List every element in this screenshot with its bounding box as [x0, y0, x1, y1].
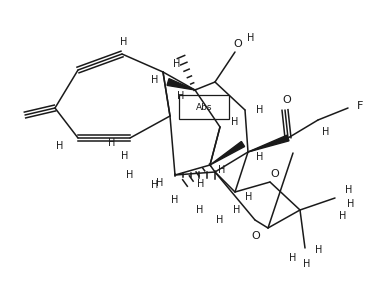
Polygon shape — [167, 79, 195, 90]
FancyBboxPatch shape — [179, 95, 229, 119]
Text: O: O — [271, 169, 279, 179]
Text: H: H — [347, 199, 355, 209]
Polygon shape — [210, 141, 245, 165]
Text: H: H — [256, 105, 264, 115]
Text: Abs: Abs — [196, 103, 212, 113]
Text: O: O — [283, 95, 291, 105]
Text: H: H — [151, 75, 159, 85]
Text: H: H — [289, 253, 297, 263]
Text: H: H — [247, 33, 255, 43]
Text: H: H — [177, 91, 185, 101]
Text: H: H — [197, 179, 205, 189]
Text: O: O — [252, 231, 260, 241]
Text: H: H — [56, 141, 64, 151]
Text: H: H — [121, 151, 129, 161]
Text: H: H — [303, 259, 311, 269]
Text: O: O — [233, 39, 242, 49]
Text: H: H — [322, 127, 330, 137]
Text: H: H — [218, 165, 226, 175]
Text: H: H — [196, 205, 204, 215]
Polygon shape — [248, 135, 289, 152]
Text: H: H — [126, 170, 134, 180]
Text: H: H — [173, 59, 181, 69]
Text: H: H — [231, 117, 239, 127]
Text: H: H — [171, 195, 179, 205]
Text: H: H — [256, 152, 264, 162]
Text: F: F — [357, 101, 363, 111]
Text: H: H — [216, 215, 224, 225]
Text: H: H — [151, 180, 159, 190]
Text: H: H — [120, 37, 128, 47]
Text: H: H — [345, 185, 353, 195]
Text: H: H — [156, 178, 164, 188]
Text: H: H — [108, 138, 116, 148]
Text: H: H — [233, 205, 241, 215]
Text: H: H — [245, 192, 253, 202]
Text: H: H — [315, 245, 323, 255]
Text: H: H — [339, 211, 347, 221]
